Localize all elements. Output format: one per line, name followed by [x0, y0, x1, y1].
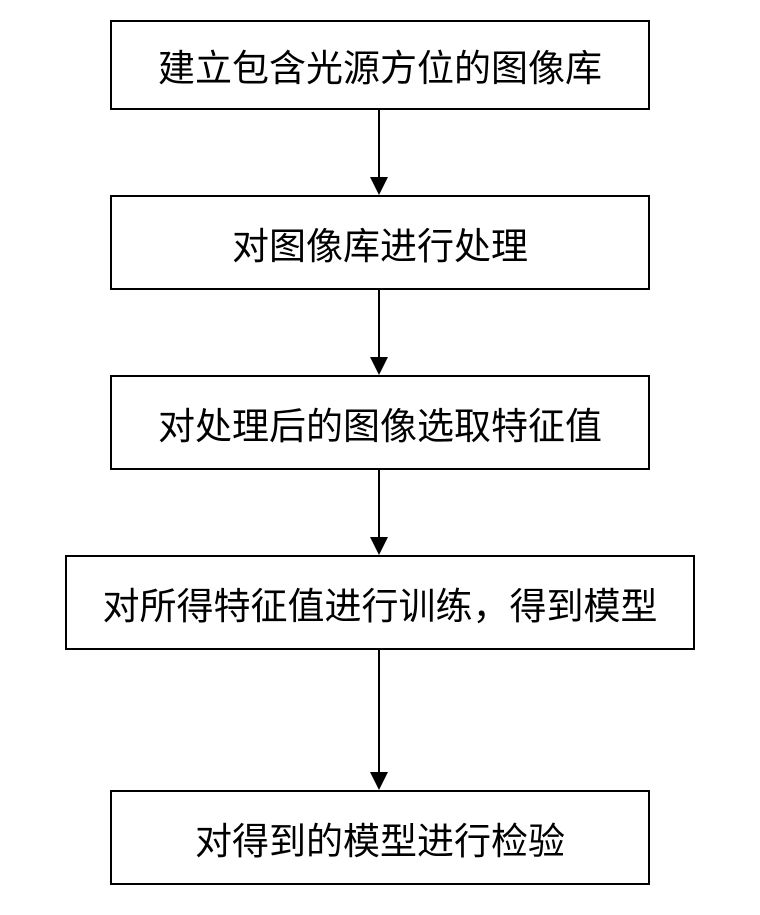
flow-node-2-label: 对图像库进行处理 [232, 216, 528, 270]
flow-arrow-2-head [370, 357, 388, 375]
flow-node-5-label: 对得到的模型进行检验 [195, 811, 565, 865]
flow-node-3-label: 对处理后的图像选取特征值 [158, 396, 602, 450]
flow-node-4-label: 对所得特征值进行训练，得到模型 [103, 576, 658, 630]
flowchart-canvas: 建立包含光源方位的图像库 对图像库进行处理 对处理后的图像选取特征值 对所得特征… [0, 0, 760, 915]
flow-arrow-3-head [370, 537, 388, 555]
flow-node-1: 建立包含光源方位的图像库 [110, 20, 650, 110]
flow-arrow-1-head [370, 177, 388, 195]
flow-arrow-4-line [378, 650, 380, 772]
flow-node-3: 对处理后的图像选取特征值 [110, 375, 650, 470]
flow-node-5: 对得到的模型进行检验 [110, 790, 650, 885]
flow-node-1-label: 建立包含光源方位的图像库 [158, 38, 602, 92]
flow-arrow-1-line [378, 110, 380, 177]
flow-arrow-2-line [378, 290, 380, 357]
flow-node-4: 对所得特征值进行训练，得到模型 [65, 555, 695, 650]
flow-arrow-3-line [378, 470, 380, 537]
flow-node-2: 对图像库进行处理 [110, 195, 650, 290]
flow-arrow-4-head [370, 772, 388, 790]
